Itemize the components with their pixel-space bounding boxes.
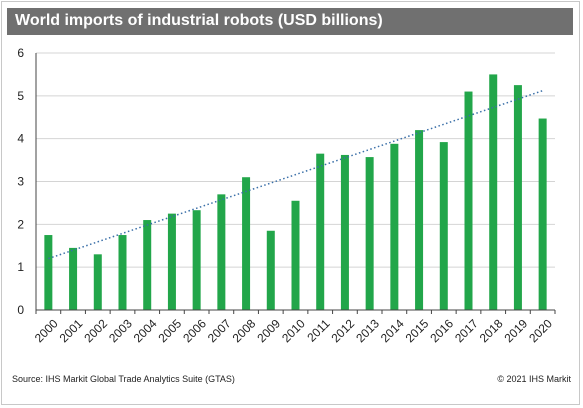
- bar-2009: [266, 230, 275, 310]
- bar-2019: [513, 85, 522, 310]
- x-tick-label-2004: 2004: [131, 316, 160, 345]
- bar-2000: [44, 235, 53, 310]
- y-tick-label-0: 0: [17, 303, 24, 317]
- y-tick-label-5: 5: [17, 89, 24, 103]
- y-tick-label-1: 1: [17, 260, 24, 274]
- chart-title: World imports of industrial robots (USD …: [15, 12, 383, 29]
- bar-2016: [439, 142, 448, 310]
- x-tick-label-2013: 2013: [353, 316, 382, 345]
- x-tick-label-2015: 2015: [403, 316, 432, 345]
- trendline-group: [48, 89, 543, 260]
- y-axis: 0 1 2 3 4 5 6: [17, 46, 37, 317]
- title-bar: World imports of industrial robots (USD …: [7, 8, 573, 35]
- bar-2012: [340, 154, 349, 310]
- x-tick-label-2002: 2002: [81, 316, 110, 345]
- bars: [44, 74, 547, 311]
- x-tick-label-2010: 2010: [279, 316, 308, 345]
- y-tick-label-6: 6: [17, 46, 24, 60]
- x-tick-label-2020: 2020: [526, 316, 555, 345]
- y-tick-label-2: 2: [17, 217, 24, 231]
- bar-2020: [538, 118, 547, 310]
- bar-2010: [291, 200, 300, 310]
- bar-2017: [464, 91, 473, 310]
- bar-2015: [415, 130, 424, 310]
- bar-2014: [390, 143, 399, 310]
- bar-2002: [93, 254, 102, 310]
- x-tick-label-2012: 2012: [328, 316, 357, 345]
- bar-2008: [242, 177, 251, 310]
- x-axis: 2000200120022003200420052006200720082009…: [32, 309, 556, 345]
- y-tick-label-4: 4: [17, 132, 24, 146]
- x-tick-label-2016: 2016: [427, 316, 456, 345]
- x-tick-label-2019: 2019: [501, 316, 530, 345]
- copyright-note: © 2021 IHS Markit: [497, 374, 571, 384]
- x-tick-label-2014: 2014: [378, 316, 407, 345]
- bar-2003: [118, 235, 127, 310]
- x-tick-label-2008: 2008: [230, 316, 259, 345]
- x-tick-label-2017: 2017: [452, 316, 481, 345]
- x-tick-label-2007: 2007: [205, 316, 234, 345]
- x-tick-label-2005: 2005: [155, 316, 184, 345]
- bar-2013: [365, 157, 374, 310]
- x-tick-label-2009: 2009: [254, 316, 283, 345]
- bar-2001: [69, 247, 78, 310]
- x-tick-label-2001: 2001: [57, 316, 86, 345]
- bar-2011: [316, 153, 325, 310]
- x-tick-label-2018: 2018: [477, 316, 506, 345]
- bar-2004: [143, 220, 152, 310]
- y-tick-label-3: 3: [17, 175, 24, 189]
- x-tick-label-2000: 2000: [32, 316, 61, 345]
- bar-2005: [167, 213, 176, 310]
- x-tick-label-2003: 2003: [106, 316, 135, 345]
- bar-2006: [192, 210, 201, 310]
- bar-2018: [489, 74, 498, 311]
- bar-2007: [217, 194, 226, 310]
- source-note: Source: IHS Markit Global Trade Analytic…: [12, 374, 235, 384]
- x-tick-label-2011: 2011: [304, 316, 332, 344]
- x-tick-label-2006: 2006: [180, 316, 209, 345]
- trendline: [48, 89, 543, 260]
